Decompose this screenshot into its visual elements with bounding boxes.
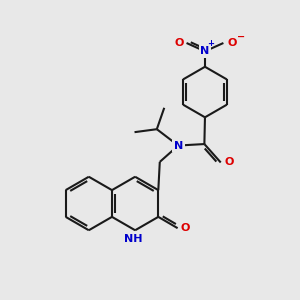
Text: −: −	[237, 32, 245, 41]
Text: O: O	[227, 38, 236, 48]
Text: O: O	[224, 158, 234, 167]
Text: N: N	[174, 140, 183, 151]
Text: N: N	[200, 46, 210, 56]
Text: +: +	[207, 39, 214, 48]
Text: O: O	[174, 38, 184, 48]
Text: O: O	[180, 223, 190, 233]
Text: NH: NH	[124, 234, 143, 244]
